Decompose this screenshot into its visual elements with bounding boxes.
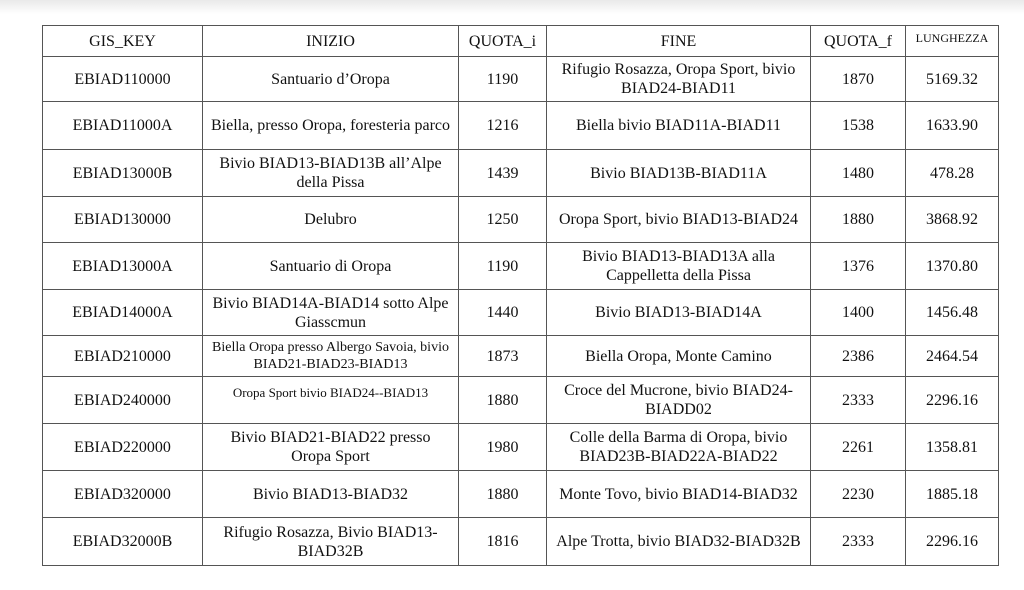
table-cell: 3868.92	[905, 196, 999, 243]
table-row: EBIAD32000B Rifugio Rosazza, Bivio BIAD13…	[42, 517, 999, 566]
table-cell: Bivio BIAD13B-BIAD11A	[546, 149, 811, 197]
table-row: EBIAD13000B Bivio BIAD13-BIAD13B all’Alpe…	[42, 149, 999, 197]
table-cell: Croce del Mucrone, bivio BIAD24-BIADD02	[546, 376, 811, 424]
table-cell: EBIAD13000A	[42, 242, 203, 290]
table-row: EBIAD13000A Santuario di Oropa 1190 Bivio B…	[42, 242, 999, 290]
table-cell: Oropa Sport bivio BIAD24--BIAD13	[202, 376, 459, 424]
table-cell: EBIAD130000	[42, 196, 203, 243]
header-cell: LUNGHEZZA	[905, 25, 999, 57]
table-row: EBIAD320000 Bivio BIAD13-BIAD32 1880 Monte …	[42, 470, 999, 518]
table-cell: Oropa Sport, bivio BIAD13-BIAD24	[546, 196, 811, 243]
table-cell: 1880	[458, 376, 547, 424]
table-cell: 1633.90	[905, 101, 999, 150]
table-cell: 1190	[458, 242, 547, 290]
table-cell: 2464.54	[905, 335, 999, 377]
table-cell: 1880	[458, 470, 547, 518]
table-cell: Santuario di Oropa	[202, 242, 459, 290]
table-row: EBIAD210000 Biella Oropa presso Albergo S…	[42, 335, 999, 377]
table-row: EBIAD240000 Oropa Sport bivio BIAD24--BIA…	[42, 376, 999, 424]
table-cell: 1358.81	[905, 423, 999, 471]
table-row: EBIAD11000A Biella, presso Oropa, foreste…	[42, 101, 999, 150]
table-cell: 1456.48	[905, 289, 999, 336]
header-cell: QUOTA_f	[810, 25, 906, 57]
table-cell: Biella, presso Oropa, foresteria parco	[202, 101, 459, 150]
table-row: EBIAD130000 Delubro 1250 Oropa Sport, bivio…	[42, 196, 999, 243]
table-cell: 2261	[810, 423, 906, 471]
table-cell: 1816	[458, 517, 547, 566]
table-cell: 2333	[810, 376, 906, 424]
table-cell: 1980	[458, 423, 547, 471]
table-cell: Delubro	[202, 196, 459, 243]
table-cell: 2333	[810, 517, 906, 566]
table-cell: EBIAD210000	[42, 335, 203, 377]
table-cell: Biella Oropa presso Albergo Savoia, bivi…	[202, 335, 459, 377]
table-cell: Bivio BIAD13-BIAD13A alla Cappelletta de…	[546, 242, 811, 290]
table-cell: 1880	[810, 196, 906, 243]
table-cell: 1440	[458, 289, 547, 336]
table-cell: 1216	[458, 101, 547, 150]
table-cell: 1400	[810, 289, 906, 336]
table-cell: EBIAD110000	[42, 56, 203, 102]
table-cell: EBIAD13000B	[42, 149, 203, 197]
table-body: EBIAD110000 Santuario d’Oropa 1190 Rifugio …	[42, 56, 999, 566]
table-cell: EBIAD11000A	[42, 101, 203, 150]
table-cell: Bivio BIAD13-BIAD13B all’Alpe della Piss…	[202, 149, 459, 197]
table-cell: Rifugio Rosazza, Bivio BIAD13-BIAD32B	[202, 517, 459, 566]
header-cell: FINE	[546, 25, 811, 57]
table-cell: 2230	[810, 470, 906, 518]
table-cell: Biella bivio BIAD11A-BIAD11	[546, 101, 811, 150]
table-cell: EBIAD14000A	[42, 289, 203, 336]
table-cell: Bivio BIAD13-BIAD14A	[546, 289, 811, 336]
table-cell: 1538	[810, 101, 906, 150]
table-cell: 1480	[810, 149, 906, 197]
table-row: EBIAD14000A Bivio BIAD14A-BIAD14 sotto Al…	[42, 289, 999, 336]
table-cell: Bivio BIAD21-BIAD22 presso Oropa Sport	[202, 423, 459, 471]
data-table: GIS_KEY INIZIO QUOTA_i FINE QUOTA_f LUNGHEZZA…	[42, 25, 999, 566]
table-cell: EBIAD32000B	[42, 517, 203, 566]
table-cell: Bivio BIAD13-BIAD32	[202, 470, 459, 518]
header-cell: GIS_KEY	[42, 25, 203, 57]
table-row: EBIAD220000 Bivio BIAD21-BIAD22 presso Or…	[42, 423, 999, 471]
table-cell: Colle della Barma di Oropa, bivio BIAD23…	[546, 423, 811, 471]
table-cell: 5169.32	[905, 56, 999, 102]
table-cell: 1190	[458, 56, 547, 102]
table-cell: 1885.18	[905, 470, 999, 518]
table-cell: 1370.80	[905, 242, 999, 290]
table-cell: Santuario d’Oropa	[202, 56, 459, 102]
table-cell: 1250	[458, 196, 547, 243]
table-cell: 2296.16	[905, 376, 999, 424]
table-cell: 1873	[458, 335, 547, 377]
table-cell: 1870	[810, 56, 906, 102]
table-cell: EBIAD320000	[42, 470, 203, 518]
table-cell: EBIAD220000	[42, 423, 203, 471]
header-cell: QUOTA_i	[458, 25, 547, 57]
table-cell: Biella Oropa, Monte Camino	[546, 335, 811, 377]
table-cell: 478.28	[905, 149, 999, 197]
table-cell: Rifugio Rosazza, Oropa Sport, bivio BIAD…	[546, 56, 811, 102]
table-row: EBIAD110000 Santuario d’Oropa 1190 Rifugio …	[42, 56, 999, 102]
table-cell: Monte Tovo, bivio BIAD14-BIAD32	[546, 470, 811, 518]
table-cell: 1376	[810, 242, 906, 290]
table-cell: EBIAD240000	[42, 376, 203, 424]
header-cell: INIZIO	[202, 25, 459, 57]
header-row: GIS_KEY INIZIO QUOTA_i FINE QUOTA_f LUNGHEZZA	[42, 25, 999, 57]
table-cell: Bivio BIAD14A-BIAD14 sotto Alpe Giasscmu…	[202, 289, 459, 336]
table-cell: 2296.16	[905, 517, 999, 566]
table-cell: Alpe Trotta, bivio BIAD32-BIAD32B	[546, 517, 811, 566]
table-cell: 2386	[810, 335, 906, 377]
table-cell: 1439	[458, 149, 547, 197]
